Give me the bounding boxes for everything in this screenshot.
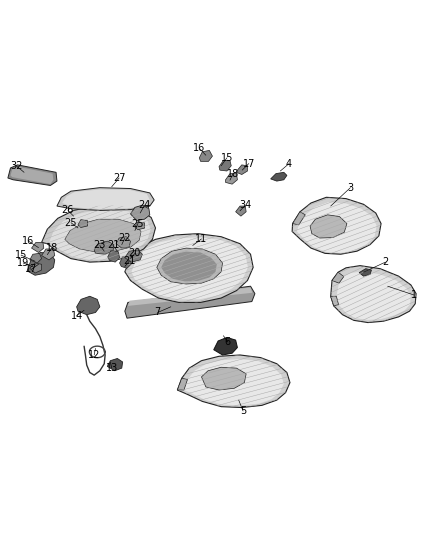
Text: 21: 21 — [123, 256, 135, 266]
Text: 32: 32 — [10, 161, 22, 171]
Polygon shape — [157, 248, 223, 284]
Polygon shape — [77, 296, 100, 314]
Polygon shape — [332, 272, 344, 283]
Text: 26: 26 — [62, 205, 74, 215]
Polygon shape — [292, 197, 381, 254]
Text: 17: 17 — [25, 264, 38, 274]
Text: 5: 5 — [240, 406, 246, 416]
Text: 1: 1 — [411, 290, 417, 300]
Polygon shape — [336, 271, 411, 320]
Text: 16: 16 — [22, 236, 35, 246]
Polygon shape — [161, 252, 217, 281]
Polygon shape — [107, 359, 123, 371]
Polygon shape — [331, 265, 416, 322]
Polygon shape — [331, 296, 339, 306]
Polygon shape — [11, 167, 53, 184]
Polygon shape — [125, 286, 255, 318]
Text: 24: 24 — [138, 200, 151, 210]
Text: 21: 21 — [107, 240, 119, 251]
Text: 11: 11 — [195, 234, 208, 244]
Polygon shape — [297, 202, 377, 253]
Text: 27: 27 — [113, 173, 125, 183]
Polygon shape — [120, 257, 131, 268]
Text: 20: 20 — [129, 248, 141, 259]
Polygon shape — [49, 209, 151, 260]
Text: 14: 14 — [71, 311, 83, 320]
Polygon shape — [32, 243, 44, 253]
Polygon shape — [226, 174, 237, 184]
Polygon shape — [131, 205, 150, 221]
Polygon shape — [108, 251, 120, 262]
Polygon shape — [94, 241, 114, 254]
Polygon shape — [135, 222, 145, 230]
Polygon shape — [30, 263, 42, 273]
Polygon shape — [65, 219, 141, 252]
Polygon shape — [293, 212, 305, 225]
Text: 17: 17 — [243, 159, 255, 168]
Text: 22: 22 — [119, 233, 131, 243]
Polygon shape — [184, 359, 284, 405]
Text: 23: 23 — [94, 240, 106, 251]
Polygon shape — [359, 269, 371, 276]
Text: 6: 6 — [225, 337, 231, 347]
Text: 34: 34 — [239, 200, 251, 210]
Polygon shape — [236, 206, 246, 216]
Polygon shape — [27, 253, 55, 275]
Text: 12: 12 — [88, 350, 100, 360]
Text: 4: 4 — [286, 159, 292, 168]
Text: 3: 3 — [347, 183, 353, 192]
Polygon shape — [57, 188, 154, 211]
Polygon shape — [78, 220, 88, 228]
Polygon shape — [271, 172, 287, 181]
Polygon shape — [30, 253, 42, 263]
Polygon shape — [42, 205, 155, 262]
Polygon shape — [42, 249, 55, 260]
Polygon shape — [128, 287, 252, 306]
Polygon shape — [177, 378, 187, 390]
Text: 7: 7 — [155, 308, 161, 318]
Text: 2: 2 — [382, 257, 389, 267]
Polygon shape — [199, 150, 212, 161]
Polygon shape — [237, 165, 247, 174]
Text: 25: 25 — [65, 217, 77, 228]
Text: 18: 18 — [227, 168, 239, 179]
Polygon shape — [62, 189, 150, 209]
Polygon shape — [131, 237, 248, 300]
Text: 13: 13 — [106, 363, 118, 373]
Text: 25: 25 — [132, 219, 144, 229]
Polygon shape — [201, 367, 246, 390]
Polygon shape — [214, 337, 237, 355]
Polygon shape — [8, 165, 57, 185]
Polygon shape — [125, 250, 142, 262]
Polygon shape — [310, 215, 347, 238]
Polygon shape — [116, 237, 131, 248]
Text: 15: 15 — [221, 153, 233, 163]
Polygon shape — [177, 355, 290, 408]
Text: 18: 18 — [46, 243, 58, 253]
Text: 16: 16 — [193, 143, 205, 154]
Polygon shape — [219, 160, 231, 171]
Polygon shape — [125, 233, 253, 302]
Text: 19: 19 — [17, 258, 29, 268]
Text: 15: 15 — [15, 250, 27, 260]
